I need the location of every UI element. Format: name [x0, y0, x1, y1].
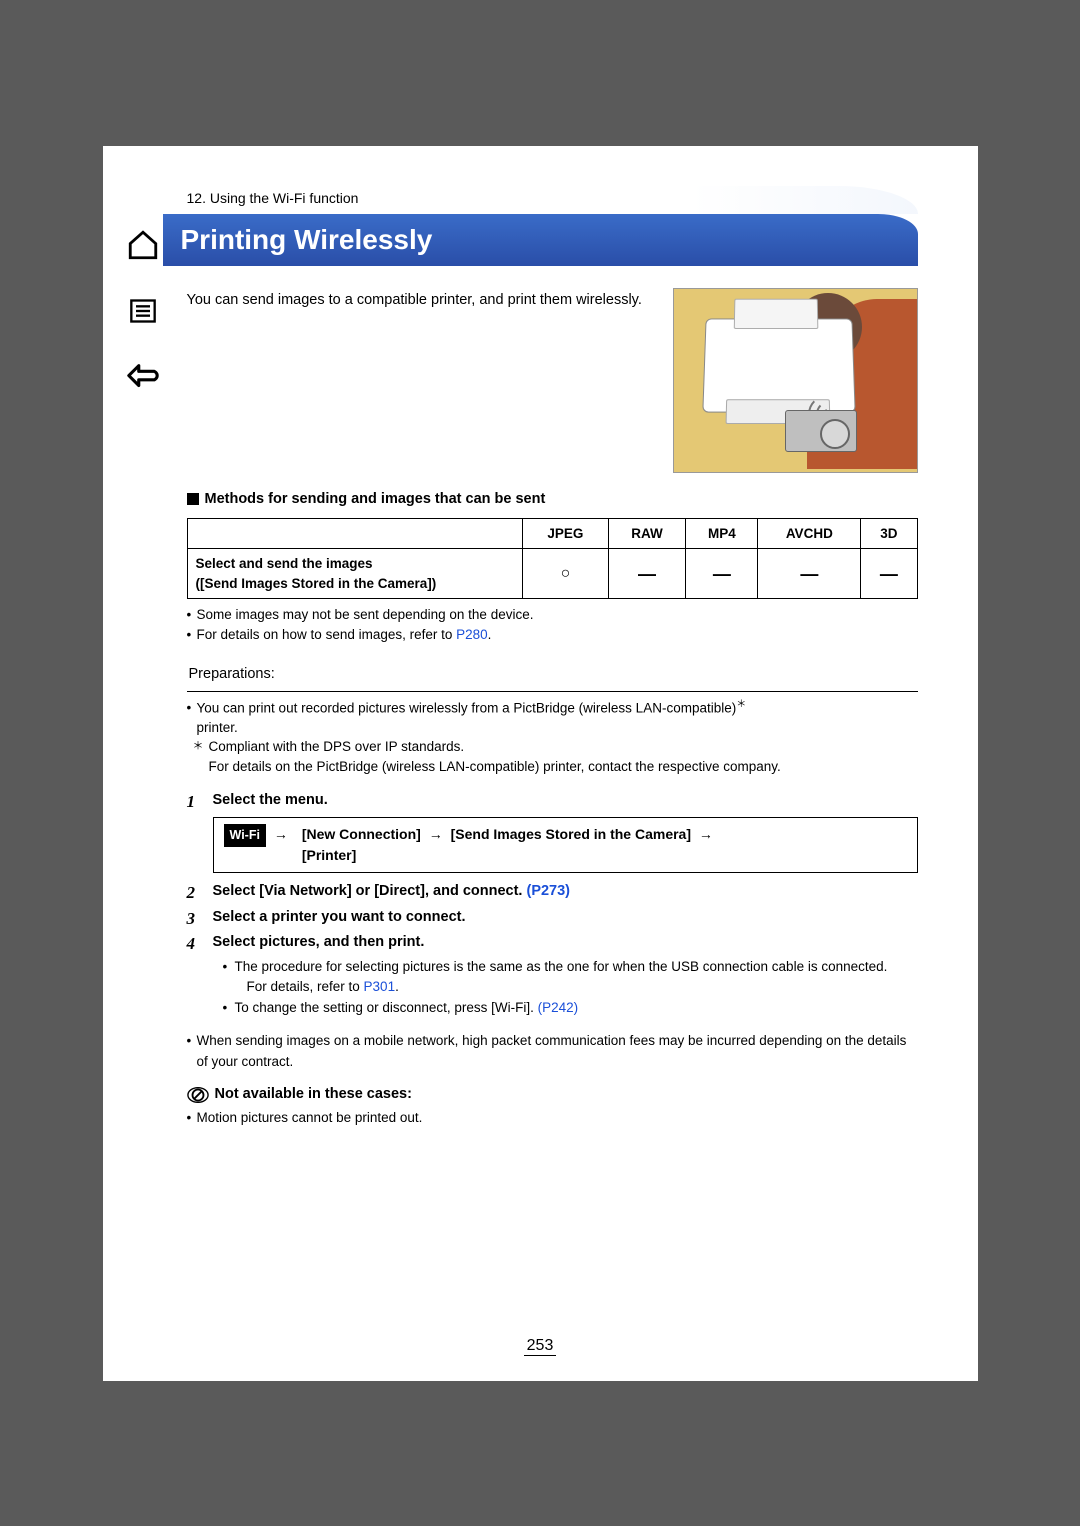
main-content: You can send images to a compatible prin… [187, 288, 918, 1128]
step-4: Select pictures, and then print. The pro… [187, 932, 918, 1020]
link-p280[interactable]: P280 [456, 627, 488, 642]
page-number: 253 [103, 1337, 978, 1355]
menu-icon[interactable] [124, 292, 162, 330]
back-icon[interactable] [124, 358, 162, 396]
col-avchd: AVCHD [758, 518, 861, 549]
cell-raw: — [608, 549, 686, 599]
menu-path-box: Wi-Fi → [New Connection] → [Send Images … [213, 817, 918, 873]
table-notes: Some images may not be sent depending on… [187, 605, 918, 646]
cell-avchd: — [758, 549, 861, 599]
page-title: Printing Wirelessly [181, 224, 900, 256]
step-4-note-2: To change the setting or disconnect, pre… [223, 998, 918, 1019]
methods-heading: Methods for sending and images that can … [187, 489, 918, 510]
section-header: Printing Wirelessly [163, 214, 918, 266]
step-1: Select the menu. Wi-Fi → [New Connection… [187, 790, 918, 873]
step-4-note-1: The procedure for selecting pictures is … [223, 957, 918, 999]
preparations-notes: You can print out recorded pictures wire… [187, 698, 918, 777]
methods-heading-text: Methods for sending and images that can … [205, 489, 546, 510]
printer-illustration [673, 288, 918, 473]
col-mp4: MP4 [686, 518, 758, 549]
cell-jpeg: ○ [523, 549, 608, 599]
not-available-list: Motion pictures cannot be printed out. [187, 1108, 918, 1128]
square-bullet-icon [187, 493, 199, 505]
table-note-2: For details on how to send images, refer… [187, 625, 918, 645]
intro-text: You can send images to a compatible prin… [187, 288, 653, 473]
preparations-label: Preparations: [187, 660, 918, 692]
col-jpeg: JPEG [523, 518, 608, 549]
not-available-heading: Not available in these cases: [187, 1084, 918, 1106]
link-p301[interactable]: P301 [364, 979, 396, 994]
cell-3d: — [861, 549, 917, 599]
cell-mp4: — [686, 549, 758, 599]
breadcrumb: 12. Using the Wi-Fi function [187, 190, 918, 206]
steps-list: Select the menu. Wi-Fi → [New Connection… [187, 790, 918, 1019]
table-note-1: Some images may not be sent depending on… [187, 605, 918, 625]
step-3: Select a printer you want to connect. [187, 907, 918, 928]
link-p242[interactable]: (P242) [538, 1000, 579, 1015]
step-2: Select [Via Network] or [Direct], and co… [187, 881, 918, 902]
manual-page: 12. Using the Wi-Fi function Printing Wi… [103, 146, 978, 1381]
compatibility-table: JPEG RAW MP4 AVCHD 3D Select and send th… [187, 518, 918, 600]
link-p273[interactable]: (P273) [526, 883, 570, 899]
table-row-label: Select and send the images ([Send Images… [187, 549, 523, 599]
col-raw: RAW [608, 518, 686, 549]
wifi-badge: Wi-Fi [224, 824, 266, 846]
sidebar-nav [119, 226, 167, 396]
prohibited-icon [187, 1084, 209, 1106]
col-3d: 3D [861, 518, 917, 549]
home-icon[interactable] [124, 226, 162, 264]
footer-note: When sending images on a mobile network,… [187, 1031, 918, 1072]
